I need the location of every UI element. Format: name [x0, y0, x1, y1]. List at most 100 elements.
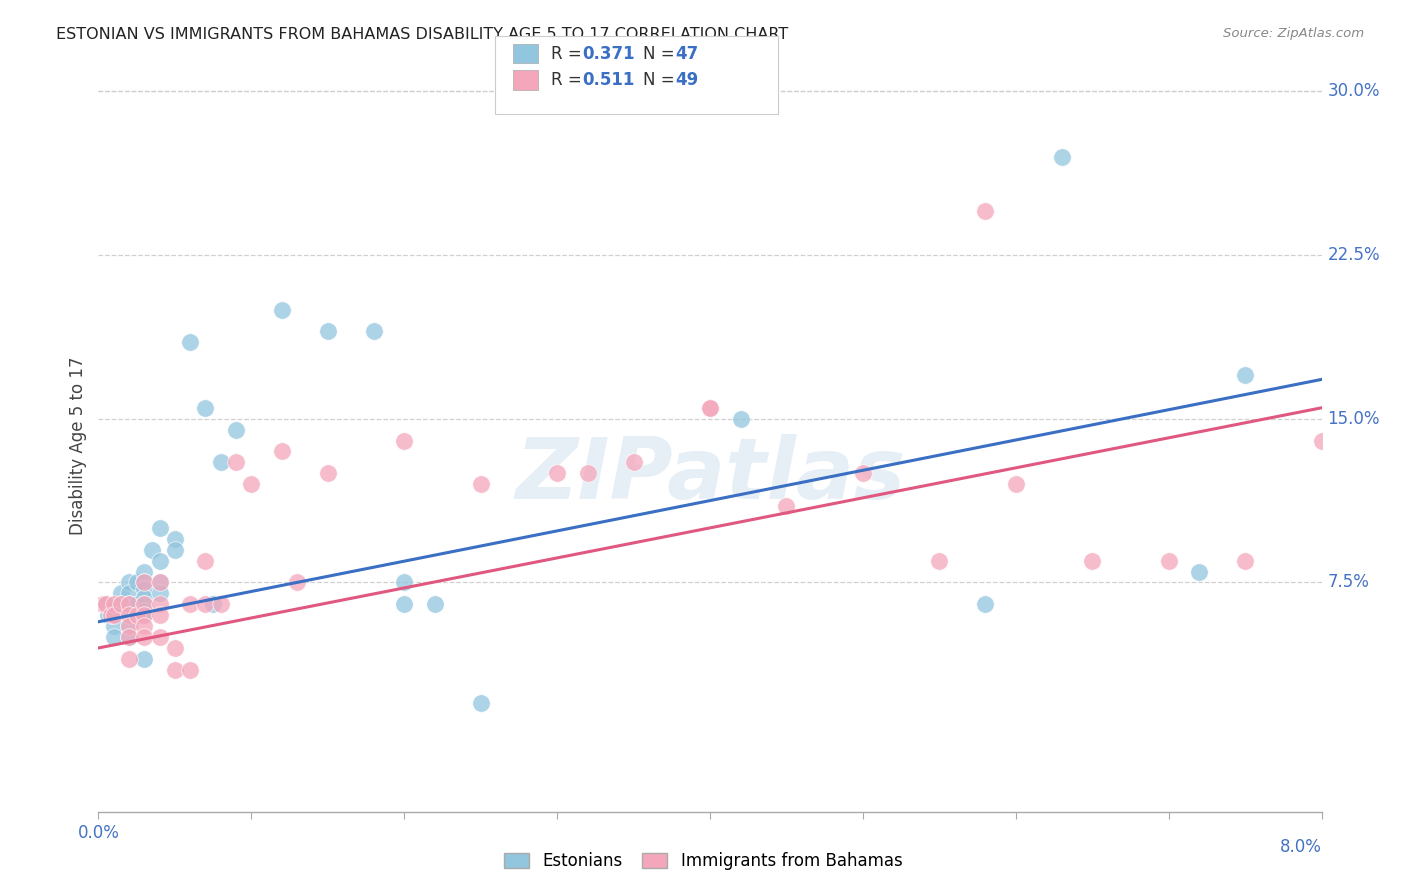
Point [225, 423, 247, 437]
Point [118, 652, 141, 666]
Point [134, 652, 156, 666]
Text: Source: ZipAtlas.com: Source: ZipAtlas.com [1223, 27, 1364, 40]
Point [110, 586, 132, 600]
Point [103, 608, 125, 623]
Point [1234, 554, 1257, 568]
Point [316, 324, 339, 338]
Point [202, 597, 225, 611]
Point [149, 521, 172, 535]
Point [699, 401, 721, 415]
Point [149, 575, 172, 590]
Point [134, 604, 156, 618]
Point [576, 467, 599, 481]
Text: 8.0%: 8.0% [1279, 838, 1322, 856]
Point [546, 467, 568, 481]
Text: N =: N = [643, 71, 679, 89]
Point [1081, 554, 1104, 568]
Point [1310, 434, 1333, 448]
Point [134, 630, 156, 644]
Text: 7.5%: 7.5% [1327, 574, 1369, 591]
Point [141, 542, 163, 557]
Y-axis label: Disability Age 5 to 17: Disability Age 5 to 17 [69, 357, 87, 535]
Point [852, 467, 875, 481]
Text: 0.371: 0.371 [582, 45, 634, 62]
Point [125, 608, 148, 623]
Text: 15.0%: 15.0% [1327, 409, 1379, 427]
Point [179, 335, 201, 350]
Point [623, 455, 645, 469]
Point [775, 499, 797, 513]
Point [974, 204, 997, 219]
Point [270, 444, 294, 458]
Text: 0.511: 0.511 [582, 71, 634, 89]
Point [118, 630, 141, 644]
Point [100, 608, 122, 623]
Point [118, 608, 141, 623]
Point [118, 619, 141, 633]
Point [163, 663, 186, 677]
Point [285, 575, 308, 590]
Point [94, 597, 117, 611]
Point [118, 597, 141, 611]
Point [103, 597, 125, 611]
Point [179, 597, 201, 611]
Point [103, 630, 125, 644]
Point [103, 619, 125, 633]
Point [149, 575, 172, 590]
Text: R =: R = [551, 71, 588, 89]
Point [118, 597, 141, 611]
Point [1188, 565, 1211, 579]
Point [134, 575, 156, 590]
Point [392, 575, 416, 590]
Point [110, 597, 132, 611]
Point [392, 434, 416, 448]
Point [97, 608, 120, 623]
Text: 30.0%: 30.0% [1327, 82, 1379, 100]
Point [209, 455, 232, 469]
Text: N =: N = [643, 45, 679, 62]
Point [125, 575, 148, 590]
Point [392, 597, 416, 611]
Text: R =: R = [551, 45, 588, 62]
Point [240, 477, 263, 491]
Point [134, 575, 156, 590]
Point [134, 582, 156, 596]
Point [699, 401, 721, 415]
Point [134, 591, 156, 605]
Point [134, 619, 156, 633]
Point [194, 554, 217, 568]
Point [928, 554, 950, 568]
Point [730, 411, 752, 425]
Point [194, 401, 217, 415]
Point [149, 597, 172, 611]
Point [163, 640, 186, 655]
Point [974, 597, 997, 611]
Point [134, 597, 156, 611]
Point [1004, 477, 1026, 491]
Point [125, 597, 148, 611]
Point [118, 575, 141, 590]
Point [149, 630, 172, 644]
Point [149, 586, 172, 600]
Legend: Estonians, Immigrants from Bahamas: Estonians, Immigrants from Bahamas [496, 846, 910, 877]
Point [470, 696, 492, 710]
Point [149, 608, 172, 623]
Point [163, 532, 186, 546]
Point [134, 597, 156, 611]
Point [1157, 554, 1180, 568]
Point [134, 608, 156, 623]
Text: ESTONIAN VS IMMIGRANTS FROM BAHAMAS DISABILITY AGE 5 TO 17 CORRELATION CHART: ESTONIAN VS IMMIGRANTS FROM BAHAMAS DISA… [56, 27, 789, 42]
Point [118, 586, 141, 600]
Point [225, 455, 247, 469]
Point [470, 477, 492, 491]
Point [91, 597, 114, 611]
Point [110, 597, 132, 611]
Point [118, 608, 141, 623]
Point [118, 630, 141, 644]
Point [134, 565, 156, 579]
Point [209, 597, 232, 611]
Point [1234, 368, 1257, 382]
Point [1050, 150, 1073, 164]
Point [94, 597, 117, 611]
Point [194, 597, 217, 611]
